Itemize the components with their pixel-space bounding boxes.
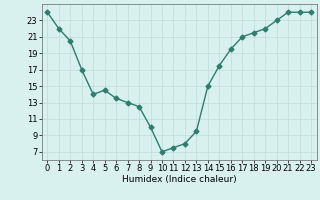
X-axis label: Humidex (Indice chaleur): Humidex (Indice chaleur) [122,175,236,184]
